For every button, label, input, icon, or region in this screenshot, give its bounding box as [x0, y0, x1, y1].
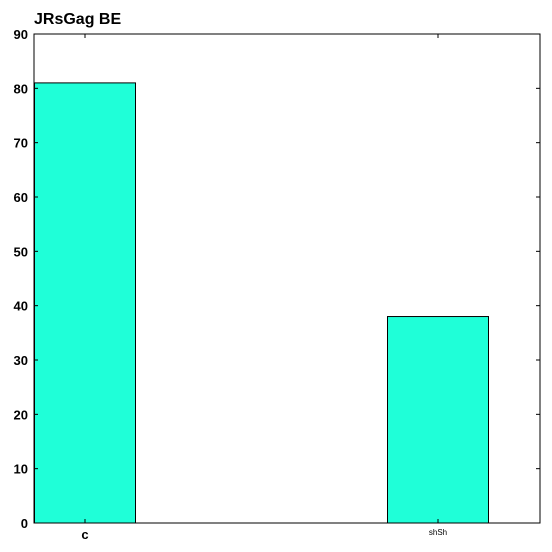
- x-axis: c shSh: [81, 34, 447, 542]
- bar-c: [34, 82, 136, 524]
- bar-shSh: [387, 316, 489, 524]
- y-tick-label: 0: [21, 516, 28, 531]
- y-tick-label: 30: [14, 353, 28, 368]
- y-tick-label: 70: [14, 136, 28, 151]
- y-tick-label: 90: [14, 27, 28, 42]
- y-tick-label: 10: [14, 462, 28, 477]
- y-tick-label: 50: [14, 244, 28, 259]
- chart-title: JRsGag BE: [34, 11, 121, 28]
- y-tick-label: 40: [14, 299, 28, 314]
- y-axis: 0 10 20 30 40 50 60 70 80 90: [14, 27, 540, 531]
- x-tick-label-c: c: [81, 527, 88, 542]
- bars-layer: [34, 82, 489, 524]
- y-tick-label: 60: [14, 190, 28, 205]
- x-tick-label-shSh: shSh: [429, 528, 447, 537]
- y-tick-label: 80: [14, 81, 28, 96]
- y-tick-label: 20: [14, 407, 28, 422]
